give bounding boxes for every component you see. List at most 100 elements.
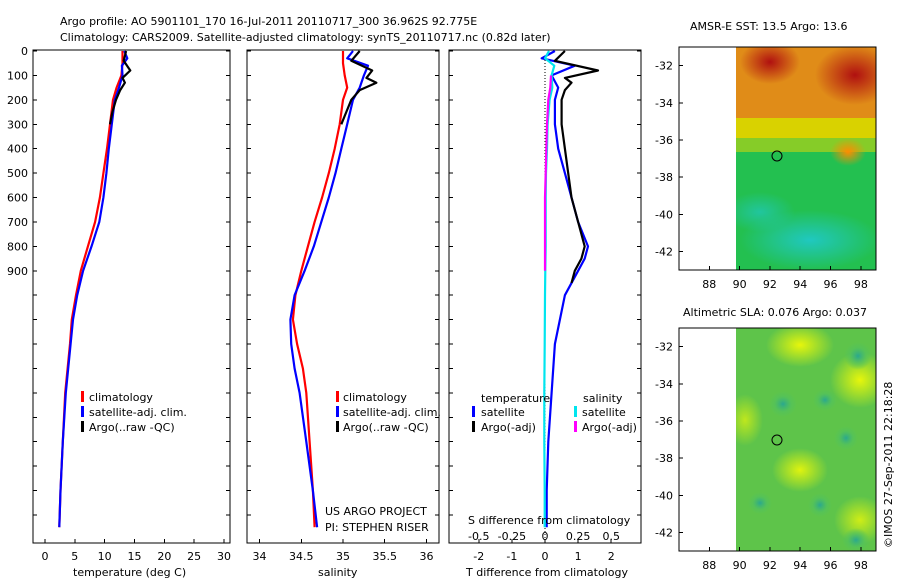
map-y-tick-label: -36 bbox=[655, 134, 673, 147]
legend-swatch-s-argo bbox=[574, 421, 577, 432]
legend-label-satellite: satellite-adj. clim. bbox=[89, 406, 187, 419]
series-line-argo-raw-qc- bbox=[340, 50, 378, 125]
x-tick-label: 30 bbox=[217, 550, 231, 563]
header-line-2: Climatology: CARS2009. Satellite-adjuste… bbox=[60, 31, 551, 44]
sst-orange-patch bbox=[830, 138, 866, 166]
x-tick-label: 5 bbox=[71, 550, 78, 563]
x-top-tick-label: 0.25 bbox=[566, 530, 591, 543]
legend-swatch-t-argo bbox=[472, 421, 475, 432]
map-x-tick-label: 94 bbox=[793, 559, 807, 572]
x-tick-label: 36 bbox=[419, 550, 433, 563]
depth-tick-label: 200 bbox=[7, 94, 28, 107]
legend-heading-temperature: temperature bbox=[481, 392, 550, 405]
x-tick-label: 10 bbox=[98, 550, 112, 563]
map-x-tick-label: 92 bbox=[763, 278, 777, 291]
depth-tick-label: 900 bbox=[7, 265, 28, 278]
map-x-tick-label: 88 bbox=[702, 559, 716, 572]
legend-swatch-satellite bbox=[81, 406, 84, 417]
legend-swatch-s-satellite bbox=[574, 406, 577, 417]
legend-label-s-satellite: satellite bbox=[582, 406, 626, 419]
salinity-xlabel: salinity bbox=[318, 566, 358, 579]
map-y-tick-label: -42 bbox=[655, 526, 673, 539]
x-top-tick-label: -0.5 bbox=[468, 530, 489, 543]
legend-swatch-satellite bbox=[336, 406, 339, 417]
salinity-panel-frame bbox=[246, 49, 440, 544]
x-tick-label: 1 bbox=[575, 550, 582, 563]
legend-swatch-climatology bbox=[81, 391, 84, 402]
legend-label-climatology: climatology bbox=[89, 391, 153, 404]
depth-tick-label: 300 bbox=[7, 118, 28, 131]
map-y-tick-label: -32 bbox=[655, 341, 673, 354]
x-tick-label: 35 bbox=[336, 550, 350, 563]
difference-legend: temperature satellite Argo(-adj) salinit… bbox=[472, 392, 637, 434]
map-x-tick-label: 90 bbox=[733, 278, 747, 291]
project-credit: US ARGO PROJECT bbox=[325, 505, 427, 518]
x-tick-label: 25 bbox=[187, 550, 201, 563]
legend-swatch-t-satellite bbox=[472, 406, 475, 417]
map-y-tick-label: -38 bbox=[655, 452, 673, 465]
imos-timestamp: ©IMOS 27-Sep-2011 22:18:28 bbox=[882, 382, 895, 548]
map-y-tick-label: -40 bbox=[655, 489, 673, 502]
legend-swatch-argo bbox=[81, 421, 84, 432]
sst-map-title: AMSR-E SST: 13.5 Argo: 13.6 bbox=[690, 20, 848, 33]
sst-map-frame bbox=[678, 46, 877, 271]
sla-low-1 bbox=[844, 342, 872, 370]
legend-label-satellite: satellite-adj. clim. bbox=[343, 406, 441, 419]
sla-map-frame bbox=[678, 327, 877, 552]
sla-high-3 bbox=[772, 448, 828, 492]
series-line-argo-raw-qc- bbox=[108, 50, 132, 125]
map-y-tick-label: -38 bbox=[655, 171, 673, 184]
depth-tick-label: 800 bbox=[7, 240, 28, 253]
series-line-satellite-adj-clim- bbox=[58, 50, 129, 528]
map-x-tick-label: 88 bbox=[702, 278, 716, 291]
sla-low-2 bbox=[769, 391, 797, 417]
series-line-satellite-adj-clim- bbox=[289, 50, 370, 528]
legend-heading-salinity: salinity bbox=[583, 392, 623, 405]
depth-tick-label: 400 bbox=[7, 143, 28, 156]
sla-map: Altimetric SLA: 0.076 Argo: 0.037 88 90 92… bbox=[655, 306, 877, 572]
temperature-panel-frame bbox=[32, 49, 231, 544]
x-tick-label: 34 bbox=[253, 550, 267, 563]
legend-label-climatology: climatology bbox=[343, 391, 407, 404]
sla-low-4 bbox=[834, 426, 858, 450]
map-y-tick-label: -36 bbox=[655, 415, 673, 428]
header-line-1: Argo profile: AO 5901101_170 16-Jul-2011… bbox=[60, 15, 477, 28]
legend-swatch-climatology bbox=[336, 391, 339, 402]
difference-top-xlabel: S difference from climatology bbox=[468, 514, 631, 527]
map-x-tick-label: 96 bbox=[824, 278, 838, 291]
sla-argo-marker bbox=[771, 434, 783, 446]
sla-low-7 bbox=[842, 528, 870, 551]
temperature-xlabel: temperature (deg C) bbox=[73, 566, 186, 579]
map-x-tick-label: 98 bbox=[854, 278, 868, 291]
sla-map-title: Altimetric SLA: 0.076 Argo: 0.037 bbox=[683, 306, 867, 319]
map-y-tick-label: -34 bbox=[655, 97, 673, 110]
map-y-tick-label: -40 bbox=[655, 208, 673, 221]
map-x-tick-label: 98 bbox=[854, 559, 868, 572]
difference-xlabel: T difference from climatology bbox=[465, 566, 628, 579]
x-top-tick-label: 0 bbox=[542, 530, 549, 543]
map-x-tick-label: 90 bbox=[733, 559, 747, 572]
x-top-tick-label: 0.5 bbox=[602, 530, 620, 543]
x-tick-label: 20 bbox=[157, 550, 171, 563]
x-top-tick-label: -0.25 bbox=[498, 530, 526, 543]
sst-hot-core-2 bbox=[740, 47, 800, 84]
salinity-legend: climatology satellite-adj. clim. Argo(..… bbox=[336, 391, 441, 434]
sst-argo-marker bbox=[771, 150, 783, 162]
x-tick-label: -2 bbox=[473, 550, 484, 563]
x-tick-label: -1 bbox=[506, 550, 517, 563]
map-x-tick-label: 94 bbox=[793, 278, 807, 291]
depth-tick-label: 0 bbox=[21, 45, 28, 58]
series-line-climatology bbox=[291, 51, 349, 528]
sst-cool-patch-2 bbox=[736, 192, 795, 232]
sst-map-ticks: 88 90 92 94 96 98 -32 -34 -36 -38 -40 -42 bbox=[655, 60, 868, 291]
map-y-tick-label: -32 bbox=[655, 60, 673, 73]
profile-series-lines bbox=[58, 50, 600, 528]
sla-low-5 bbox=[748, 492, 772, 514]
depth-tick-label: 100 bbox=[7, 69, 28, 82]
x-tick-label: 35.5 bbox=[372, 550, 397, 563]
x-tick-label: 15 bbox=[127, 550, 141, 563]
sla-map-ticks: 88 90 92 94 96 98 -32 -34 -36 -38 -40 -42 bbox=[655, 341, 868, 572]
temperature-legend: climatology satellite-adj. clim. Argo(..… bbox=[81, 391, 187, 434]
legend-label-t-argo: Argo(-adj) bbox=[481, 421, 536, 434]
